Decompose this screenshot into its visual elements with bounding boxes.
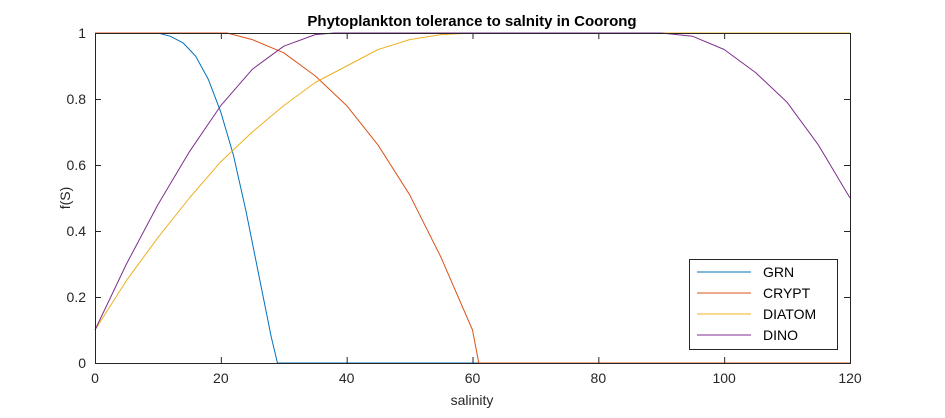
x-tick-label: 100 (712, 370, 736, 386)
y-tick-label: 0.8 (67, 91, 87, 107)
x-tick-label: 40 (339, 370, 355, 386)
x-axis-label: salinity (451, 392, 494, 408)
x-tick-label: 80 (591, 370, 607, 386)
series-line-grn (95, 32, 850, 364)
chart-title: Phytoplankton tolerance to salnity in Co… (307, 13, 636, 30)
y-axis-label: f(S) (57, 187, 73, 210)
y-tick-label: 0.2 (67, 289, 87, 305)
series-line-diatom (94, 32, 850, 331)
x-tick-label: 20 (213, 370, 229, 386)
y-tick-label: 0.6 (67, 157, 87, 173)
legend-label-diatom: DIATOM (763, 306, 816, 322)
y-tick-label: 0 (78, 355, 86, 371)
y-tick-label: 1 (78, 25, 86, 41)
legend-label-dino: DINO (763, 327, 798, 343)
legend-label-grn: GRN (763, 264, 794, 280)
x-tick-label: 60 (465, 370, 481, 386)
x-tick-label: 0 (91, 370, 99, 386)
legend-label-crypt: CRYPT (763, 285, 811, 301)
y-tick-label: 0.4 (67, 223, 87, 239)
x-tick-label: 120 (838, 370, 862, 386)
series-line-crypt (95, 32, 850, 364)
